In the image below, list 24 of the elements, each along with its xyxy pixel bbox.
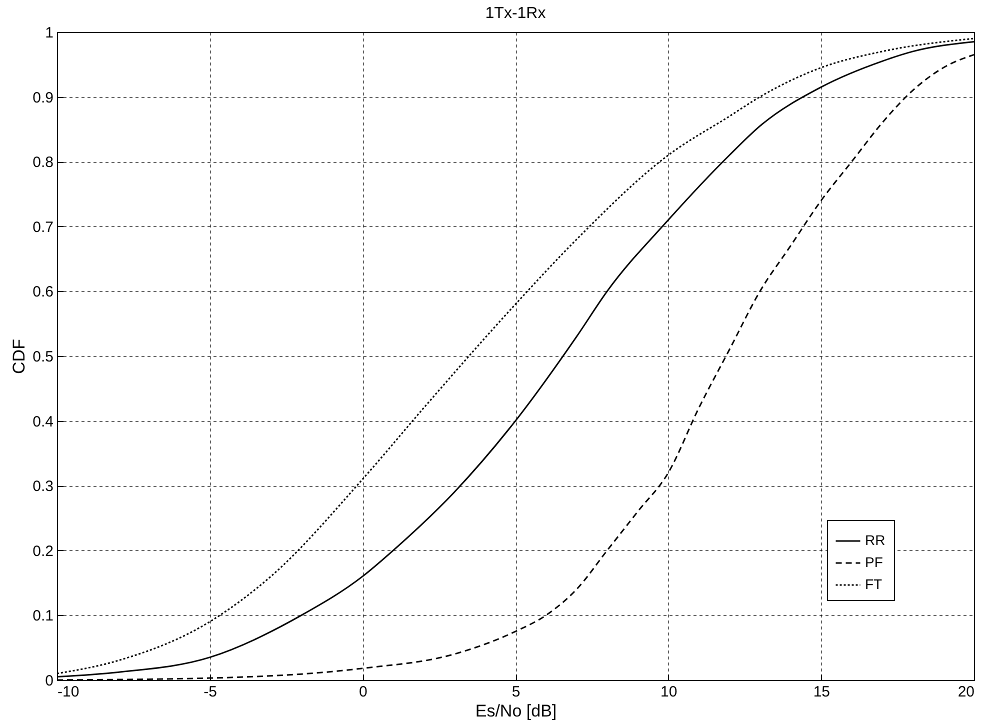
y-tick-label: 0.4 [32,413,54,430]
legend-label: FT [865,576,883,592]
x-tick-label: 0 [358,684,368,700]
y-tick-label: 0.6 [32,284,54,301]
x-tick-label: 20 [958,684,974,700]
y-tick-label: 0.8 [32,154,54,172]
x-tick-label: 10 [660,684,678,700]
chart-title: 1Tx-1Rx [485,5,546,22]
y-tick-label: 0.5 [32,348,54,366]
x-tick-label: -5 [204,684,218,700]
y-tick-label: 0.1 [32,608,54,625]
x-tick-label: 5 [512,684,520,700]
y-tick-label: 1 [45,24,54,42]
y-tick-label: 0.3 [32,478,54,496]
legend-label: PF [865,554,883,570]
x-axis-title: Es/No [dB] [475,702,557,720]
x-tick-label: 15 [813,684,830,700]
x-tick-label: -10 [58,684,80,700]
y-tick-label: 0 [45,672,54,690]
y-tick-label: 0.7 [32,218,54,236]
y-axis-title: CDF [10,339,29,374]
y-tick-label: 0.9 [32,89,54,106]
y-tick-label: 0.2 [32,542,54,560]
legend-label: RR [865,532,886,548]
